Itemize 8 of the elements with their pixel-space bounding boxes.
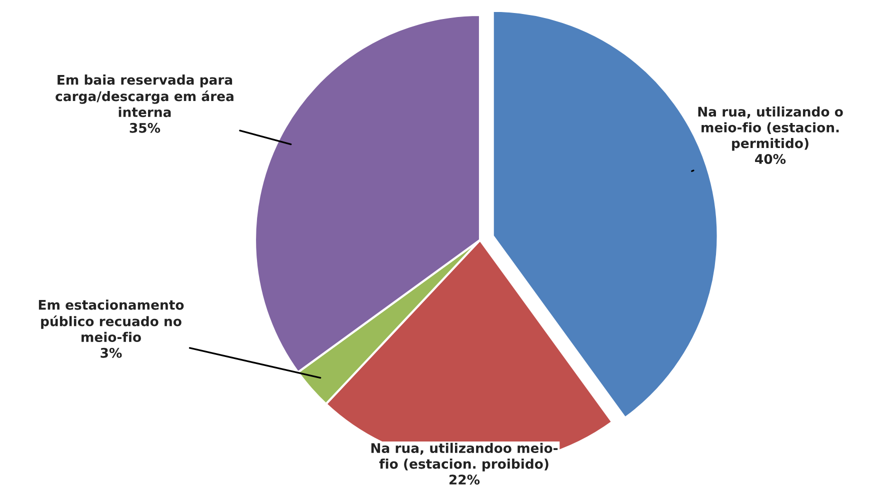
- data-label: 40%: [755, 154, 786, 164]
- data-label: 35%: [130, 122, 160, 133]
- slice-label: Na rua, utilizando o meio-fio (estacion. permitido): [698, 106, 843, 151]
- slice-label: Em baia reservada para carga/descarga em área interna: [56, 74, 234, 118]
- data-label: 22%: [450, 474, 480, 485]
- slice-label: Na rua, utilizandoo meio- fio (estacion. proibido): [371, 442, 558, 472]
- data-label: 3%: [100, 348, 122, 358]
- slice-label: Em estacionamento público recuado no meio-fio: [38, 300, 184, 342]
